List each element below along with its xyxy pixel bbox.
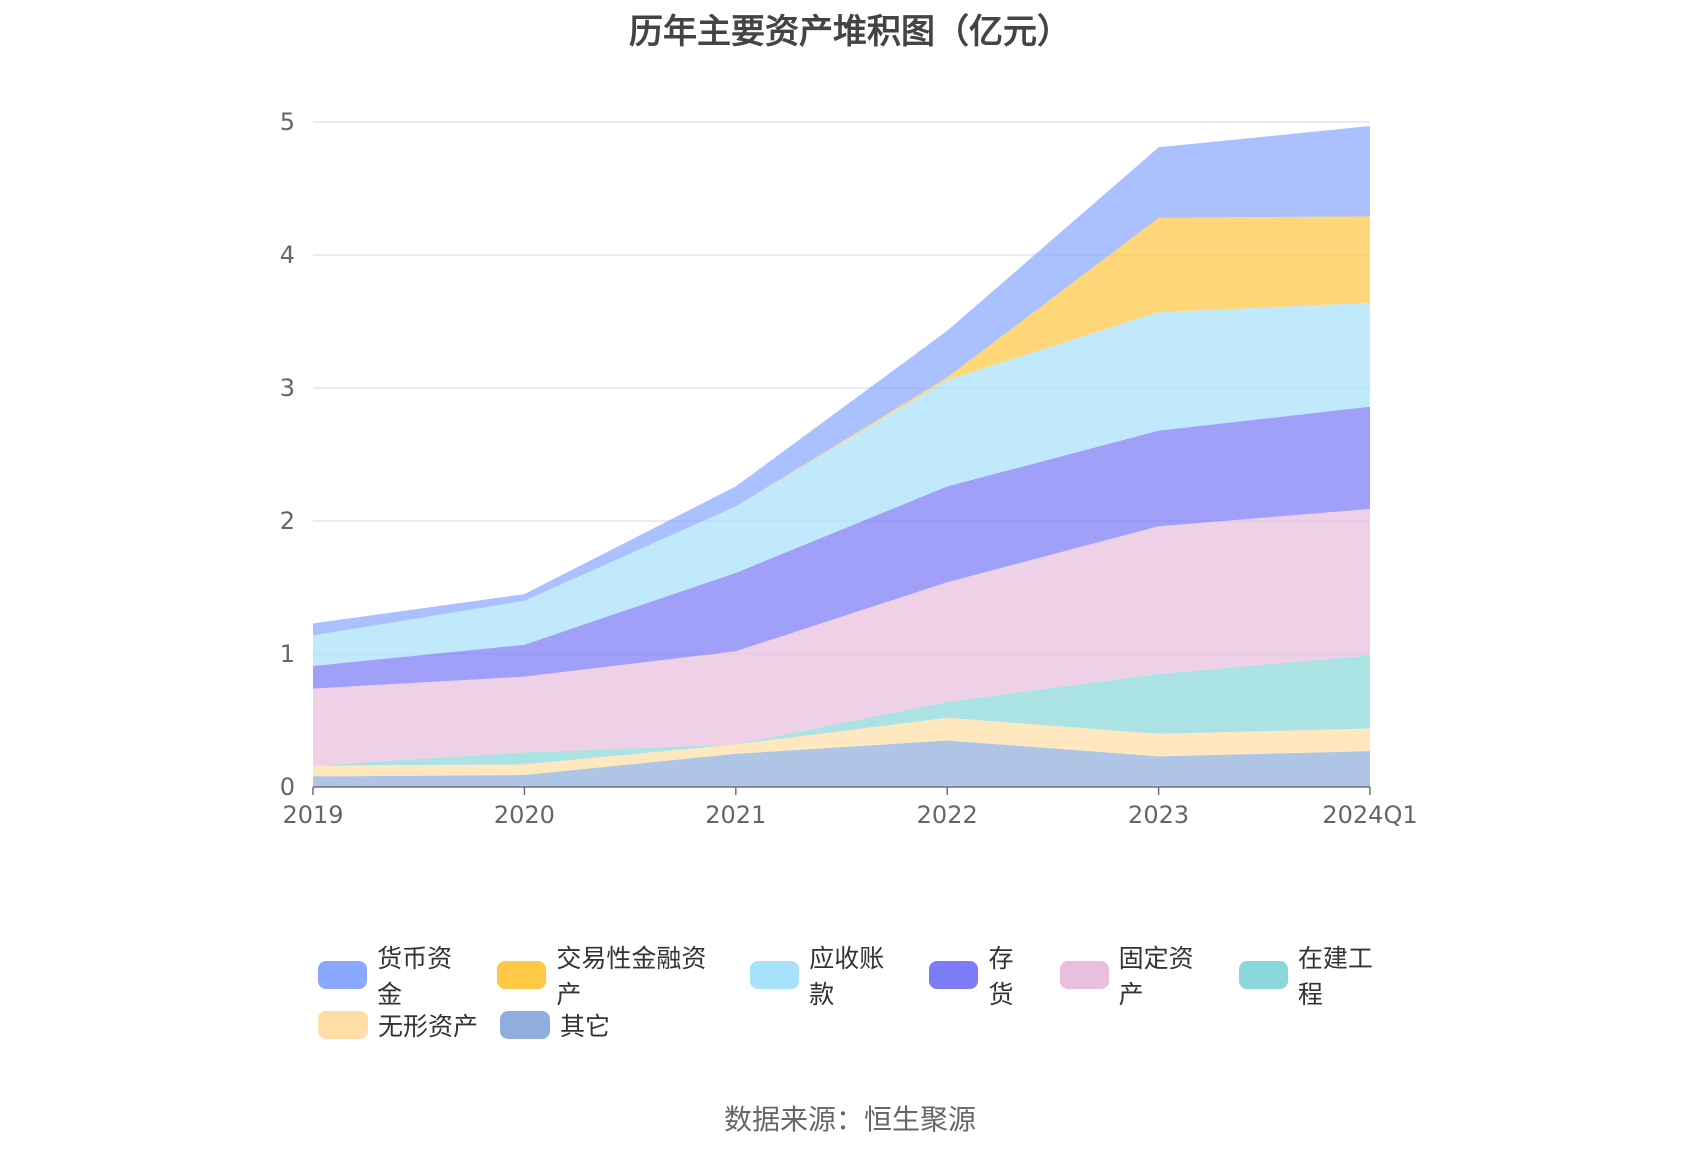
y-tick-label: 1	[280, 640, 295, 668]
y-tick-label: 4	[280, 241, 295, 269]
legend-item-交易性金融资产[interactable]: 交易性金融资产	[497, 939, 728, 1011]
legend-item-应收账款[interactable]: 应收账款	[750, 939, 907, 1011]
area-存货	[313, 406, 1370, 689]
x-tick-label: 2022	[917, 801, 978, 829]
area-其它	[313, 740, 1370, 787]
area-无形资产	[313, 717, 1370, 777]
area-应收账款	[313, 302, 1370, 666]
x-tick-label: 2023	[1128, 801, 1189, 829]
legend-item-固定资产[interactable]: 固定资产	[1059, 939, 1217, 1011]
legend-swatch	[1238, 961, 1288, 989]
legend-row: 无形资产 其它	[318, 1000, 1418, 1050]
area-在建工程	[313, 655, 1370, 766]
legend-label: 应收账款	[809, 944, 885, 1009]
legend-item-在建工程[interactable]: 在建工程	[1238, 939, 1396, 1011]
legend-label: 其它	[560, 1012, 611, 1041]
data-source-note: 数据来源：恒生聚源	[723, 1103, 976, 1136]
legend-swatch	[1059, 961, 1109, 989]
legend-label: 无形资产	[378, 1012, 479, 1041]
chart-title: 历年主要资产堆积图（亿元）	[629, 12, 1071, 52]
legend-item-无形资产[interactable]: 无形资产	[318, 1007, 478, 1043]
legend-item-货币资金[interactable]: 货币资金	[318, 939, 475, 1011]
legend: 货币资金 交易性金融资产 应收账款 存货 固定资产 在建工程 无形资产	[318, 944, 1418, 1050]
area-货币资金	[313, 126, 1370, 636]
legend-swatch	[750, 961, 800, 989]
legend-label: 货币资金	[377, 944, 453, 1009]
legend-label: 在建工程	[1297, 944, 1373, 1009]
x-tick-label: 2019	[282, 801, 343, 829]
legend-row: 货币资金 交易性金融资产 应收账款 存货 固定资产 在建工程	[318, 944, 1418, 1009]
y-tick-label: 3	[280, 374, 295, 402]
y-tick-label: 2	[280, 507, 295, 535]
legend-item-存货[interactable]: 存货	[929, 939, 1037, 1011]
y-tick-label: 5	[280, 108, 295, 136]
y-tick-label: 0	[280, 773, 295, 801]
legend-label: 存货	[988, 944, 1014, 1009]
legend-item-其它[interactable]: 其它	[500, 1007, 610, 1043]
legend-label: 交易性金融资产	[556, 944, 707, 1009]
x-tick-label: 2021	[705, 801, 766, 829]
x-tick-label: 2020	[494, 801, 555, 829]
legend-swatch	[318, 961, 368, 989]
legend-swatch	[929, 961, 979, 989]
legend-swatch	[497, 961, 547, 989]
area-固定资产	[313, 509, 1370, 766]
x-tick-label: 2024Q1	[1322, 801, 1417, 829]
legend-label: 固定资产	[1118, 944, 1194, 1009]
legend-swatch	[500, 1011, 551, 1039]
area-交易性金融资产	[313, 216, 1370, 636]
legend-swatch	[318, 1011, 368, 1039]
